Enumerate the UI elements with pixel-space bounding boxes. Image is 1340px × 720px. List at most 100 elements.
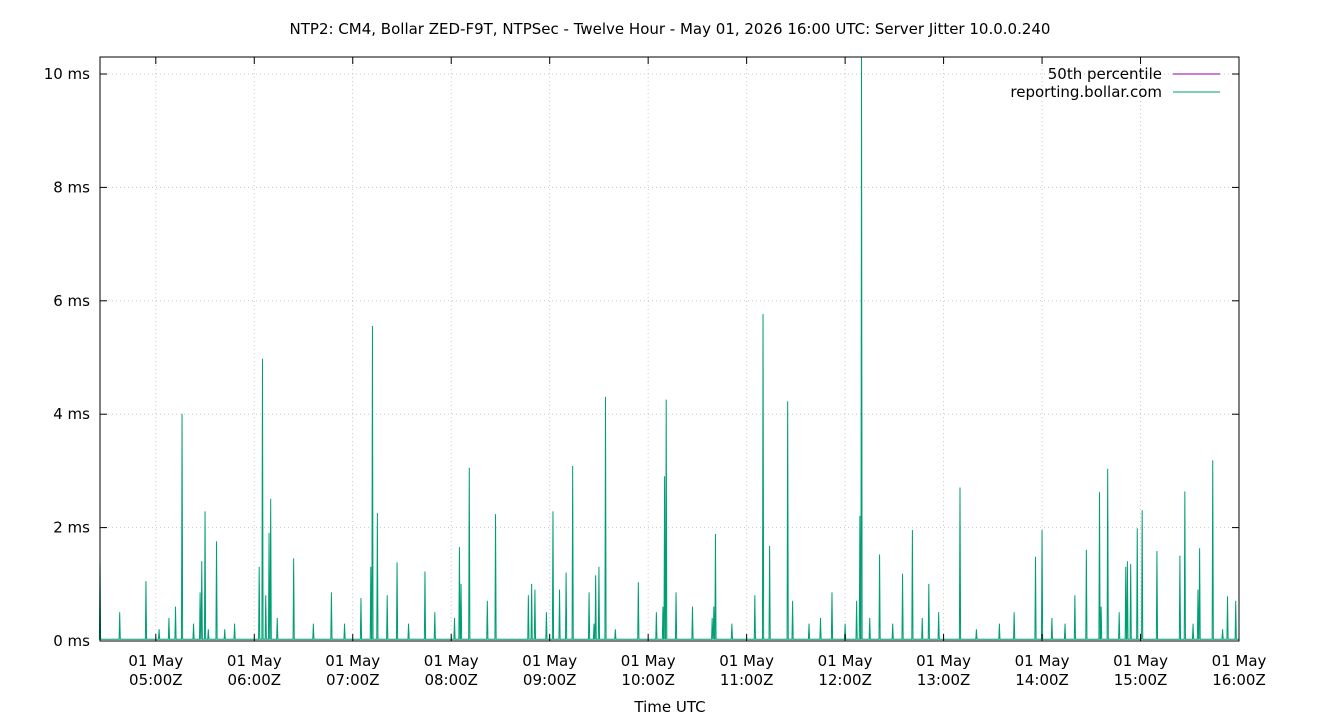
series-point bbox=[145, 580, 147, 582]
series-point bbox=[1107, 468, 1109, 470]
series-point bbox=[460, 583, 462, 585]
series-point bbox=[928, 583, 930, 585]
series-point bbox=[360, 597, 362, 599]
series-layer bbox=[98, 56, 1239, 640]
series-point bbox=[181, 413, 183, 415]
series-point bbox=[1013, 612, 1015, 614]
series-point bbox=[1034, 556, 1036, 558]
series-point bbox=[588, 592, 590, 594]
series-point bbox=[998, 623, 1000, 625]
series-point bbox=[859, 515, 861, 517]
series-point bbox=[371, 325, 373, 327]
series-point bbox=[534, 589, 536, 591]
series-point bbox=[1156, 550, 1158, 552]
series-point bbox=[204, 511, 206, 513]
x-tick-label-time: 07:00Z bbox=[326, 671, 380, 689]
series-point bbox=[344, 623, 346, 625]
series-point bbox=[168, 617, 170, 619]
plot-frame bbox=[99, 56, 1240, 642]
series-point bbox=[174, 606, 176, 608]
series-point bbox=[545, 612, 547, 614]
series-point bbox=[1199, 548, 1201, 550]
series-point bbox=[1222, 629, 1224, 631]
series-point bbox=[495, 514, 497, 516]
legend-label: 50th percentile bbox=[1048, 65, 1162, 83]
series-point bbox=[207, 629, 209, 631]
series-point bbox=[762, 313, 764, 315]
series-point bbox=[1136, 528, 1138, 530]
series-point bbox=[261, 358, 263, 360]
x-tick-label-time: 16:00Z bbox=[1212, 671, 1266, 689]
x-tick-label-date: 01 May bbox=[818, 652, 873, 670]
series-point bbox=[1064, 623, 1066, 625]
series-point bbox=[158, 629, 160, 631]
series-point bbox=[486, 600, 488, 602]
series-point bbox=[559, 589, 561, 591]
series-point bbox=[552, 511, 554, 513]
x-axis-label: Time UTC bbox=[633, 698, 705, 716]
series-point bbox=[713, 606, 715, 608]
x-tick-label-time: 13:00Z bbox=[917, 671, 971, 689]
series-point bbox=[731, 623, 733, 625]
x-tick-label-date: 01 May bbox=[621, 652, 676, 670]
series-point bbox=[454, 617, 456, 619]
series-point bbox=[1126, 561, 1128, 563]
series-point bbox=[199, 592, 201, 594]
x-tick-label-time: 12:00Z bbox=[818, 671, 872, 689]
series-point bbox=[193, 623, 195, 625]
series-point bbox=[921, 617, 923, 619]
series-point bbox=[386, 595, 388, 597]
series-point bbox=[879, 554, 881, 556]
series-line-1 bbox=[98, 56, 1239, 640]
series-point bbox=[614, 629, 616, 631]
series-point bbox=[293, 558, 295, 560]
x-tick-label-date: 01 May bbox=[719, 652, 774, 670]
series-point bbox=[119, 612, 121, 614]
x-tick-label-time: 15:00Z bbox=[1114, 671, 1168, 689]
series-point bbox=[408, 623, 410, 625]
series-point bbox=[675, 592, 677, 594]
series-point bbox=[787, 401, 789, 403]
series-point bbox=[268, 532, 270, 534]
series-point bbox=[330, 592, 332, 594]
y-tick-label: 10 ms bbox=[44, 65, 90, 83]
series-point bbox=[1118, 612, 1120, 614]
series-point bbox=[424, 571, 426, 573]
series-point bbox=[1051, 617, 1053, 619]
series-point bbox=[911, 529, 913, 531]
series-point bbox=[565, 572, 567, 574]
x-tick-label-date: 01 May bbox=[424, 652, 479, 670]
series-point bbox=[819, 617, 821, 619]
y-tick-label: 8 ms bbox=[53, 178, 90, 196]
x-tick-label-date: 01 May bbox=[325, 652, 380, 670]
x-tick-label-time: 09:00Z bbox=[523, 671, 577, 689]
series-point bbox=[595, 575, 597, 577]
series-point bbox=[258, 566, 260, 568]
series-point bbox=[754, 595, 756, 597]
series-point bbox=[1074, 595, 1076, 597]
x-tick-label-date: 01 May bbox=[128, 652, 183, 670]
x-tick-label-date: 01 May bbox=[1113, 652, 1168, 670]
chart-title: NTP2: CM4, Bollar ZED-F9T, NTPSec - Twel… bbox=[290, 20, 1051, 38]
series-point bbox=[1227, 596, 1229, 598]
series-point bbox=[1098, 491, 1100, 493]
series-point bbox=[201, 561, 203, 563]
series-point bbox=[1184, 491, 1186, 493]
series-point bbox=[370, 566, 372, 568]
x-tick-label-date: 01 May bbox=[916, 652, 971, 670]
x-tick-label-time: 10:00Z bbox=[621, 671, 675, 689]
x-tick-label-time: 08:00Z bbox=[424, 671, 478, 689]
series-point bbox=[1141, 510, 1143, 512]
series-point bbox=[224, 629, 226, 631]
series-point bbox=[1100, 606, 1102, 608]
series-point bbox=[1179, 555, 1181, 557]
series-point bbox=[270, 498, 272, 500]
series-point bbox=[856, 600, 858, 602]
y-tick-label: 6 ms bbox=[53, 292, 90, 310]
series-point bbox=[234, 623, 236, 625]
series-point bbox=[531, 583, 533, 585]
x-tick-label-date: 01 May bbox=[227, 652, 282, 670]
series-point bbox=[604, 396, 606, 398]
series-point bbox=[892, 623, 894, 625]
x-tick-label-time: 14:00Z bbox=[1015, 671, 1069, 689]
